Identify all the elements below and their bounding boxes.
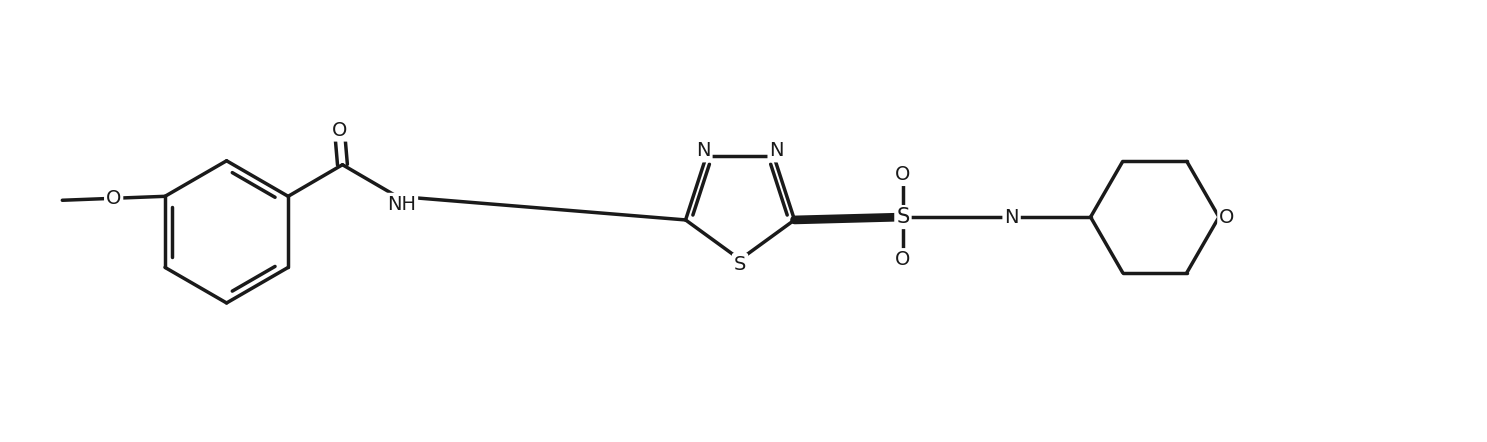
Text: O: O bbox=[332, 121, 346, 140]
Text: O: O bbox=[895, 250, 910, 269]
Text: S: S bbox=[897, 207, 910, 227]
Text: S: S bbox=[735, 255, 746, 274]
Text: O: O bbox=[106, 189, 122, 208]
Text: NH: NH bbox=[387, 195, 416, 214]
Text: N: N bbox=[1004, 208, 1019, 227]
Text: O: O bbox=[895, 165, 910, 184]
Text: O: O bbox=[1219, 208, 1234, 227]
Text: N: N bbox=[769, 141, 784, 160]
Text: N: N bbox=[696, 141, 711, 160]
